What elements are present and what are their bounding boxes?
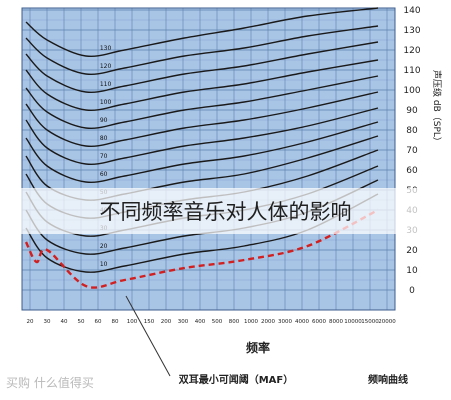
x-tick-label: 200 [161,319,172,325]
x-tick-label: 10000 [344,319,362,325]
y-tick-label: 130 [403,26,420,36]
loudness-curve-110 [25,41,379,94]
x-tick-label: 20000 [378,319,396,325]
annotation-pointer [125,295,171,377]
loudness-curve-60 [25,121,379,184]
curves: 130120110100908070605040302010 [24,7,379,289]
right-caption: 频响曲线 [368,373,408,386]
x-tick-label: 40 [61,319,68,325]
curve-label-70: 70 [100,153,108,160]
loudness-curve-90 [25,75,379,130]
plot-border [21,7,396,311]
x-tick-label: 150 [144,319,155,325]
curve-label-100: 100 [100,99,112,106]
x-tick-label: 3000 [278,319,292,325]
y-tick-label: 100 [403,86,420,96]
curve-label-110: 110 [100,81,112,88]
x-tick-label: 20 [27,319,34,325]
curve-label-10: 10 [100,261,108,268]
curve-label-120: 120 [100,63,112,70]
y-tick-label: 0 [409,286,415,296]
y-tick-label: 10 [406,266,418,276]
y-tick-label: 60 [406,166,418,176]
y-tick-label: 20 [406,246,418,256]
loudness-curve-80 [25,91,379,148]
banner-title: 不同频率音乐对人体的影响 [99,200,352,224]
x-tick-label: 2000 [261,319,275,325]
plot-background [22,8,395,310]
x-tick-label: 60 [95,319,102,325]
y-tick-label: 140 [403,6,420,16]
y-tick-label: 70 [406,146,418,156]
curve-label-60: 60 [100,171,108,178]
y-tick-label: 110 [403,66,420,76]
curve-label-80: 80 [100,135,108,142]
x-tick-label: 80 [112,319,119,325]
loudness-curve-130 [25,7,379,58]
y-tick-label: 80 [406,126,418,136]
x-tick-label: 400 [195,319,206,325]
curve-label-20: 20 [100,243,108,250]
x-tick-label: 100 [127,319,138,325]
loudness-curve-100 [25,59,379,112]
x-tick-label: 4000 [295,319,309,325]
x-tick-label: 30 [44,319,51,325]
curve-label-130: 130 [100,45,112,52]
x-tick-label: 800 [229,319,240,325]
x-tick-label: 15000 [361,319,379,325]
x-tick-label: 8000 [329,319,343,325]
maf-annotation: 双耳最小可闻阈（MAF） [179,373,294,386]
title-banner [0,188,451,234]
loudness-curve-120 [25,25,379,76]
y-tick-label: 90 [406,106,418,116]
y-axis-label: 声压级 dB（SPL） [431,70,443,146]
x-axis-label: 频率 [246,340,270,355]
y-tick-labels: 0102030405060708090100110120130140声压级 dB… [403,6,443,296]
loudness-curve-70 [25,107,379,166]
x-tick-label: 500 [212,319,223,325]
x-tick-label: 50 [78,319,85,325]
threshold-curve-maf [24,208,379,289]
x-tick-label: 6000 [312,319,326,325]
x-tick-labels: 20 30 40 50 60 80 100 150 200 300 400 500 800 1000 200… [27,319,397,325]
curve-label-90: 90 [100,117,108,124]
y-tick-label: 120 [403,46,420,56]
watermark-text: 买购 什么值得买 [6,376,94,390]
x-tick-label: 1000 [244,319,258,325]
x-tick-label: 300 [178,319,189,325]
